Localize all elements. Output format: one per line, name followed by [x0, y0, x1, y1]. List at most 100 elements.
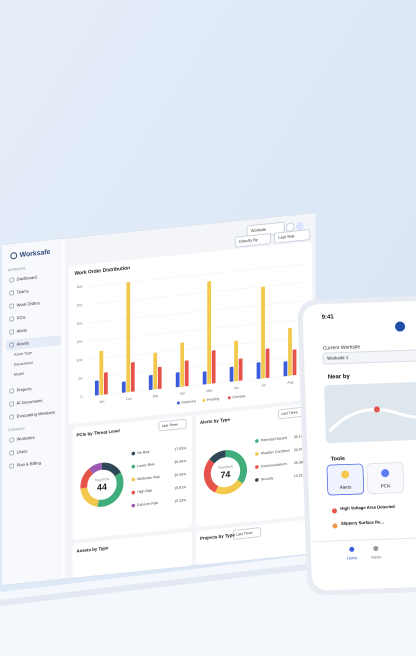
sidebar-item[interactable]: PCIs — [17, 315, 26, 321]
legend-label: High Risk — [137, 489, 152, 495]
legend-swatch — [131, 477, 136, 482]
card-title: Projects by Type — [200, 532, 235, 541]
bar — [234, 340, 238, 382]
bar-title: Work Order Distribution — [75, 265, 131, 277]
sidebar-icon — [9, 450, 15, 456]
donut-segment — [101, 462, 121, 477]
sidebar-section: WORKERS — [8, 266, 26, 272]
card-filter[interactable] — [232, 527, 262, 540]
y-tick-label: 300 — [77, 285, 83, 290]
sidebar — [2, 238, 63, 585]
legend-swatch — [255, 465, 259, 469]
legend-value: 15.91% — [174, 485, 187, 490]
sidebar-item[interactable]: Dashboard — [17, 274, 38, 281]
donut-segment — [97, 472, 124, 507]
legend-value: 28.38% — [294, 460, 307, 465]
sidebar-subitem[interactable]: Model — [14, 372, 24, 377]
legend-value: 35.14% — [294, 434, 307, 439]
sidebar-item[interactable]: Worksites — [17, 435, 35, 442]
legend-label: Resolved — [181, 399, 195, 404]
y-tick-label: 0 — [80, 395, 82, 399]
bar — [148, 375, 153, 390]
brand: Worksafe — [20, 249, 51, 259]
group-by-select[interactable] — [234, 233, 272, 248]
legend-value: 17.05% — [174, 446, 187, 451]
legend-label: No Risk — [137, 450, 150, 455]
sidebar-item[interactable]: Assets — [17, 340, 29, 346]
map-pin — [373, 406, 380, 413]
bar — [157, 366, 162, 390]
grid-line — [88, 337, 304, 360]
card-filter[interactable] — [158, 418, 187, 432]
bar — [126, 281, 131, 393]
bar — [180, 342, 185, 387]
tool-tile[interactable] — [366, 462, 405, 494]
sidebar-item[interactable]: AI Documents — [17, 398, 43, 406]
legend-label: Communications — [261, 462, 287, 469]
sidebar-item[interactable]: Alerts — [17, 328, 27, 334]
sidebar-subitem[interactable]: Department — [14, 361, 34, 367]
x-tick-label: Apr — [180, 391, 186, 396]
y-tick-label: 250 — [77, 303, 83, 308]
legend-value: 20.45% — [174, 472, 187, 477]
sidebar-item[interactable]: Teams — [17, 288, 29, 294]
sidebar-item[interactable]: Evacuating Members — [17, 410, 56, 419]
legend-value: 22.97% — [294, 447, 307, 452]
bar — [211, 350, 216, 384]
donut-center-label: Total Alerts — [218, 464, 234, 470]
nav-icon — [349, 546, 355, 552]
legend-value: 10.23% — [174, 498, 187, 503]
phone-map — [324, 381, 416, 444]
phone-tools: Tools — [331, 456, 345, 462]
card-title: PCIs by Threat Level — [76, 428, 119, 437]
period-select[interactable] — [273, 229, 311, 244]
alert-item[interactable]: Slippery Surface Re... — [341, 519, 384, 525]
legend-swatch — [227, 396, 231, 400]
bar — [153, 352, 158, 390]
nav-item[interactable]: Alerts — [371, 554, 381, 559]
alert-item[interactable]: High Voltage Area Detected — [340, 504, 395, 511]
sidebar-icon — [9, 290, 15, 296]
donut-center-label: Total PCIs — [95, 477, 110, 483]
nav-icon — [373, 546, 379, 552]
search-icon[interactable] — [285, 222, 295, 232]
phone-worksite-select[interactable] — [322, 349, 416, 365]
phone: 9:41 Current Worksite Worksite 1 Near by… — [297, 295, 416, 596]
sidebar-icon — [9, 342, 15, 348]
legend-swatch — [131, 503, 136, 508]
bar — [292, 349, 297, 376]
phone-avatar[interactable] — [395, 321, 406, 332]
tool-tile[interactable] — [326, 463, 365, 496]
sidebar-icon — [9, 414, 15, 420]
sidebar-item[interactable]: Users — [17, 448, 28, 454]
grid-line — [88, 263, 304, 287]
sidebar-subitem[interactable]: Asset Type — [14, 351, 32, 357]
sidebar-icon — [9, 401, 15, 407]
avatar[interactable] — [296, 222, 304, 231]
worksite-select-label: Worksite — [251, 226, 267, 233]
legend-label: Lower Risk — [137, 462, 155, 468]
y-tick-label: 200 — [77, 321, 83, 326]
legend-swatch — [255, 478, 259, 482]
legend-swatch — [131, 464, 136, 469]
legend-swatch — [255, 439, 259, 443]
nav-item[interactable]: Home — [347, 555, 359, 560]
grid-line — [88, 318, 304, 342]
tool-icon — [341, 470, 350, 479]
legend-swatch — [176, 401, 180, 405]
x-tick-label: Jun — [234, 386, 240, 391]
card-filter-label: Last Three — [162, 422, 178, 428]
sidebar-icon — [9, 316, 15, 322]
donut-segment — [80, 487, 99, 507]
sidebar-item[interactable]: Plan & Billing — [17, 460, 42, 468]
alert-icon — [332, 523, 338, 529]
legend-label: Security — [261, 476, 274, 481]
legend-label: Moderate Risk — [137, 475, 160, 481]
card-title: Alerts by Type — [200, 417, 230, 425]
sidebar-item[interactable]: Projects — [17, 386, 32, 393]
grid-line — [88, 282, 304, 305]
sidebar-item[interactable]: Work Orders — [17, 300, 40, 307]
bar — [288, 327, 292, 376]
sidebar-icon — [9, 463, 15, 469]
legend-value: 36.36% — [174, 459, 187, 464]
